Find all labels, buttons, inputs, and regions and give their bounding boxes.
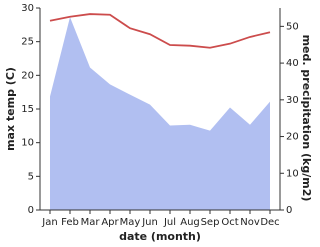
x-tick-label: May <box>120 217 141 228</box>
y-tick-label: 30 <box>21 3 34 14</box>
x-tick-label: Sep <box>201 217 220 228</box>
y2-tick-label: 50 <box>286 21 299 32</box>
precipitation-area <box>50 17 270 210</box>
x-tick-label: Jan <box>41 217 57 228</box>
x-tick-label: Feb <box>61 217 79 228</box>
x-tick-label: Aug <box>180 217 200 228</box>
x-tick-label: Jul <box>163 217 176 228</box>
x-tick-label: Mar <box>81 217 101 228</box>
x-tick-label: Oct <box>221 217 238 228</box>
y-tick-label: 20 <box>21 70 34 81</box>
x-tick-label: Nov <box>240 217 260 228</box>
y-tick-label: 5 <box>28 171 34 182</box>
y2-tick-label: 20 <box>286 132 299 143</box>
x-tick-label: Apr <box>101 217 119 228</box>
y-tick-label: 0 <box>28 205 34 216</box>
y2-tick-label: 0 <box>286 205 292 216</box>
y-tick-label: 25 <box>21 37 34 48</box>
y2-tick-label: 30 <box>286 95 299 106</box>
y2-axis-label: med. precipitation (kg/m2) <box>300 35 313 202</box>
y2-tick-label: 40 <box>286 58 299 69</box>
x-tick-label: Dec <box>260 217 279 228</box>
temp-line <box>49 13 271 49</box>
y-axis-label: max temp (C) <box>4 67 17 151</box>
x-tick-label: Jun <box>141 217 158 228</box>
y-tick-label: 15 <box>21 104 34 115</box>
y-tick-label: 10 <box>21 138 34 149</box>
y2-tick-label: 10 <box>286 168 299 179</box>
x-axis-label: date (month) <box>119 230 201 243</box>
